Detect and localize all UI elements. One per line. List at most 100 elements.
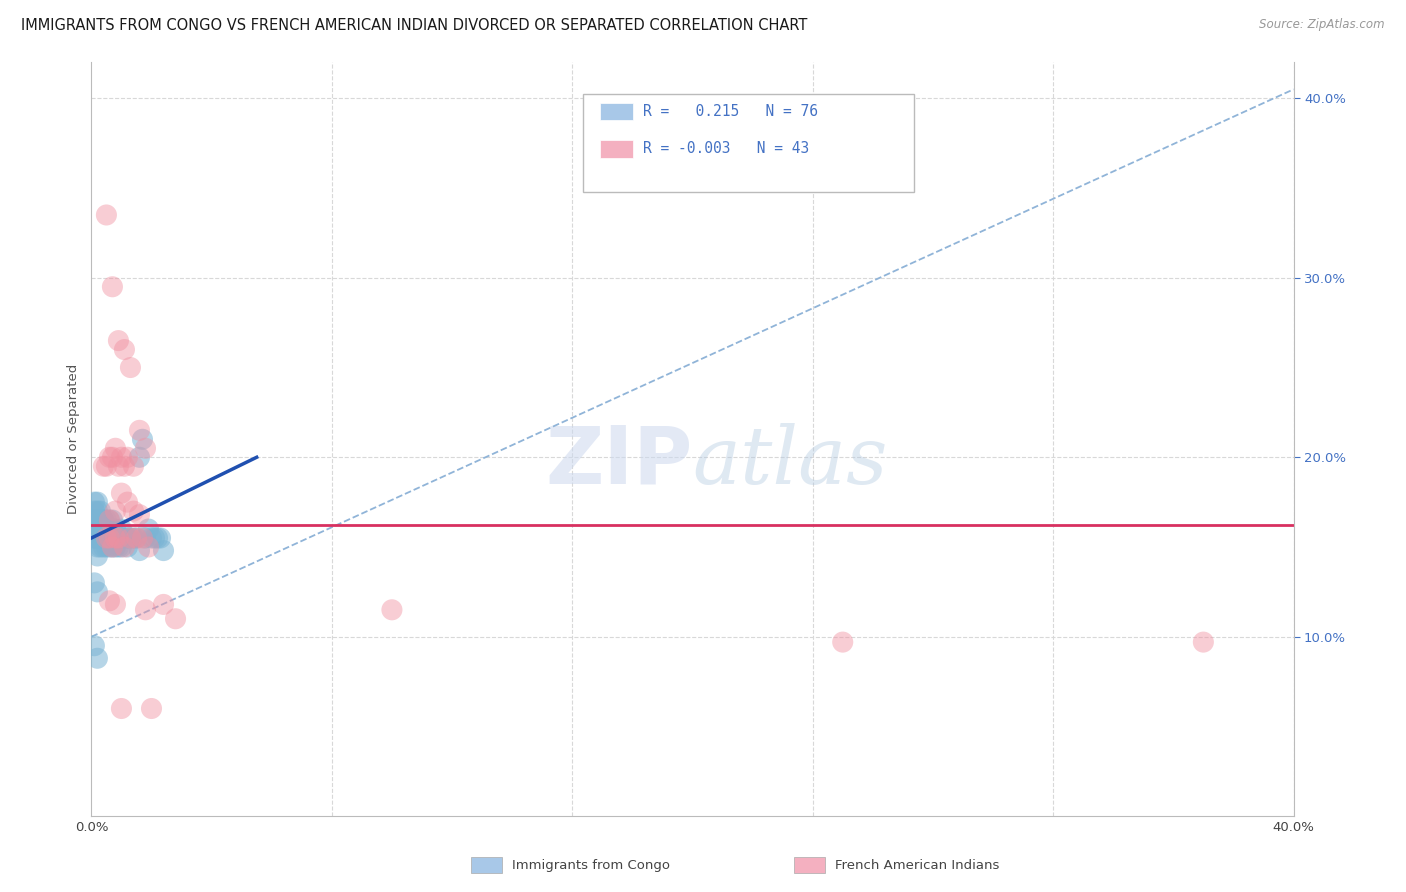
Point bbox=[89, 525, 111, 540]
Point bbox=[93, 522, 115, 536]
Point bbox=[101, 540, 124, 554]
Point bbox=[93, 522, 115, 536]
Point bbox=[89, 504, 111, 518]
Point bbox=[146, 531, 169, 545]
Text: R =   0.215   N = 76: R = 0.215 N = 76 bbox=[643, 104, 817, 119]
Point bbox=[86, 518, 108, 533]
Y-axis label: Divorced or Separated: Divorced or Separated bbox=[66, 364, 80, 515]
Point bbox=[117, 495, 139, 509]
Point bbox=[125, 531, 148, 545]
Point bbox=[128, 450, 150, 465]
Point bbox=[83, 531, 105, 545]
Point bbox=[96, 531, 118, 545]
Point bbox=[107, 540, 129, 554]
Point bbox=[83, 495, 105, 509]
Point bbox=[93, 459, 115, 474]
Point bbox=[89, 513, 111, 527]
Point bbox=[117, 531, 139, 545]
Point bbox=[96, 531, 118, 545]
Point bbox=[86, 525, 108, 540]
Point bbox=[138, 540, 160, 554]
Point bbox=[110, 522, 132, 536]
Point bbox=[104, 531, 127, 545]
Point bbox=[125, 531, 148, 545]
Point bbox=[149, 531, 172, 545]
Point bbox=[120, 531, 142, 545]
Point bbox=[89, 522, 111, 536]
Point bbox=[89, 522, 111, 536]
Point bbox=[128, 543, 150, 558]
Point bbox=[114, 540, 136, 554]
Point bbox=[83, 522, 105, 536]
Point bbox=[83, 513, 105, 527]
Point bbox=[104, 522, 127, 536]
Point bbox=[110, 450, 132, 465]
Point bbox=[96, 531, 118, 545]
Point bbox=[141, 531, 163, 545]
Point bbox=[93, 513, 115, 527]
Point bbox=[101, 513, 124, 527]
Point bbox=[86, 585, 108, 599]
Point bbox=[128, 423, 150, 437]
Point bbox=[141, 701, 163, 715]
Text: IMMIGRANTS FROM CONGO VS FRENCH AMERICAN INDIAN DIVORCED OR SEPARATED CORRELATIO: IMMIGRANTS FROM CONGO VS FRENCH AMERICAN… bbox=[21, 18, 807, 33]
Point bbox=[98, 531, 121, 545]
Point bbox=[107, 334, 129, 348]
Point bbox=[86, 495, 108, 509]
Point bbox=[93, 513, 115, 527]
Point bbox=[131, 433, 153, 447]
Point bbox=[114, 343, 136, 357]
Point bbox=[165, 612, 187, 626]
Point bbox=[381, 603, 404, 617]
Point bbox=[86, 651, 108, 665]
Point bbox=[83, 531, 105, 545]
Point bbox=[110, 531, 132, 545]
Point bbox=[107, 531, 129, 545]
Point bbox=[104, 531, 127, 545]
Point bbox=[143, 531, 166, 545]
Point bbox=[93, 540, 115, 554]
Point bbox=[98, 513, 121, 527]
Point bbox=[98, 531, 121, 545]
Text: ZIP: ZIP bbox=[546, 423, 692, 501]
Point bbox=[131, 531, 153, 545]
Text: R = -0.003   N = 43: R = -0.003 N = 43 bbox=[643, 142, 808, 156]
Point bbox=[120, 531, 142, 545]
Point bbox=[89, 513, 111, 527]
Point bbox=[120, 360, 142, 375]
Point bbox=[101, 279, 124, 293]
Point bbox=[104, 598, 127, 612]
Text: Source: ZipAtlas.com: Source: ZipAtlas.com bbox=[1260, 18, 1385, 31]
Point bbox=[89, 531, 111, 545]
Point bbox=[101, 450, 124, 465]
Point bbox=[114, 531, 136, 545]
Point bbox=[98, 594, 121, 608]
Point bbox=[83, 575, 105, 590]
Point bbox=[96, 208, 118, 222]
Point bbox=[101, 531, 124, 545]
Point bbox=[122, 504, 145, 518]
Point bbox=[128, 508, 150, 522]
Point bbox=[89, 540, 111, 554]
Point bbox=[86, 513, 108, 527]
Point bbox=[138, 522, 160, 536]
Point bbox=[107, 459, 129, 474]
Point bbox=[86, 522, 108, 536]
Point bbox=[152, 543, 174, 558]
Point bbox=[86, 549, 108, 563]
Point bbox=[110, 540, 132, 554]
Point bbox=[114, 459, 136, 474]
Point bbox=[134, 442, 156, 456]
Point bbox=[134, 531, 156, 545]
Point bbox=[122, 459, 145, 474]
Point bbox=[101, 540, 124, 554]
Point bbox=[89, 531, 111, 545]
Point bbox=[83, 639, 105, 653]
Point bbox=[83, 513, 105, 527]
Point bbox=[86, 513, 108, 527]
Point bbox=[104, 442, 127, 456]
Point bbox=[134, 603, 156, 617]
Point bbox=[152, 598, 174, 612]
Text: atlas: atlas bbox=[692, 423, 887, 500]
Point bbox=[98, 522, 121, 536]
